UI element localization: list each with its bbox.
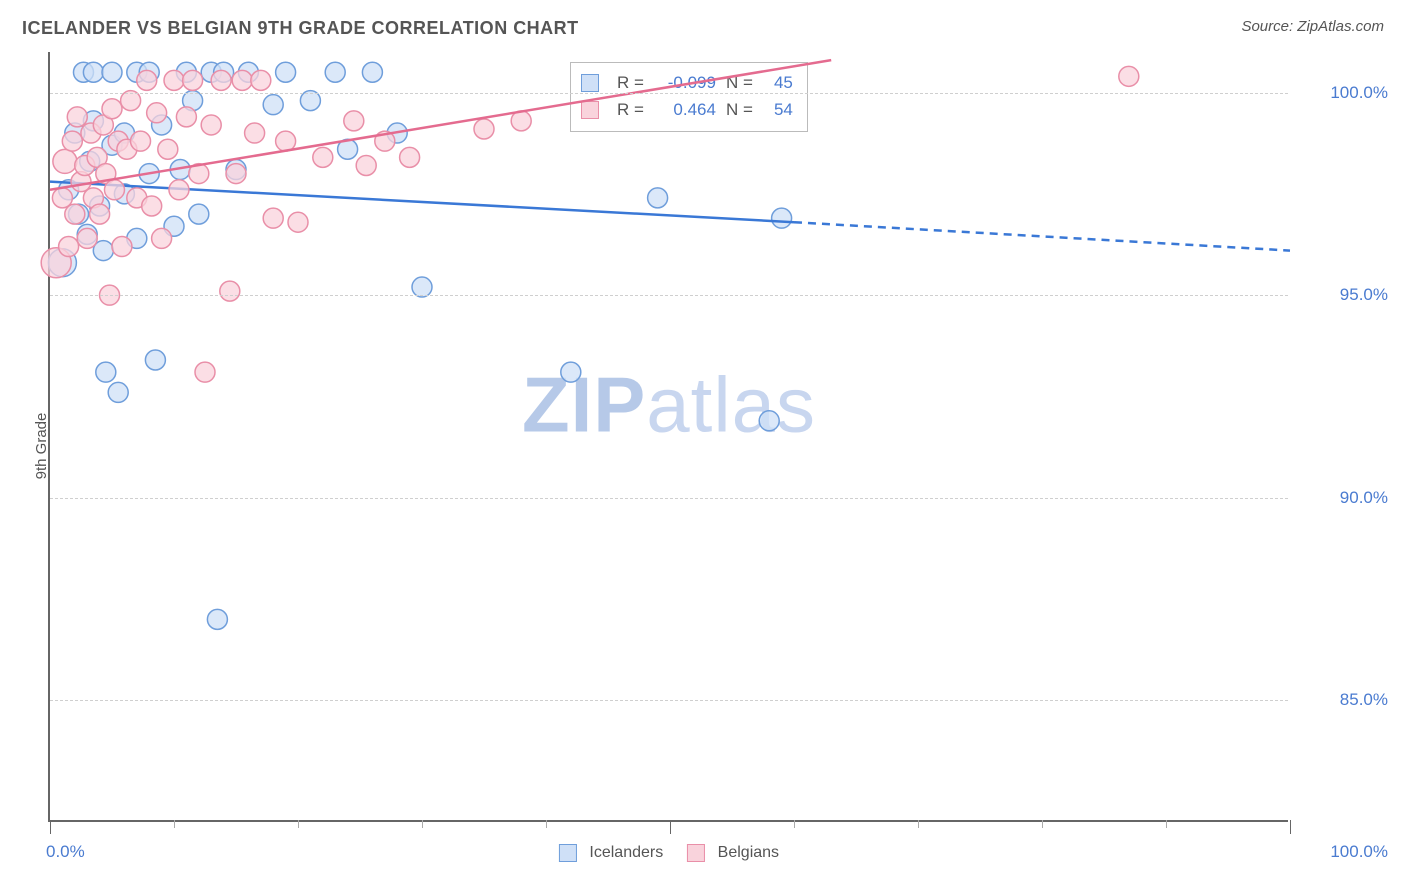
- data-point: [276, 62, 296, 82]
- x-tick-minor: [546, 820, 547, 828]
- x-tick-major: [1290, 820, 1291, 834]
- x-tick-minor: [1042, 820, 1043, 828]
- data-point: [102, 62, 122, 82]
- y-tick-label: 85.0%: [1298, 690, 1388, 710]
- data-point: [183, 70, 203, 90]
- data-point: [226, 164, 246, 184]
- data-point: [104, 180, 124, 200]
- x-tick-major: [50, 820, 51, 834]
- data-point: [77, 228, 97, 248]
- legend-item: Belgians: [687, 844, 779, 862]
- data-point: [62, 131, 82, 151]
- data-point: [59, 237, 79, 257]
- data-point: [176, 107, 196, 127]
- x-tick-minor: [298, 820, 299, 828]
- gridline-h: [50, 93, 1288, 94]
- data-point: [108, 382, 128, 402]
- data-point: [474, 119, 494, 139]
- x-axis-min-label: 0.0%: [46, 842, 85, 862]
- data-point: [65, 204, 85, 224]
- data-point: [400, 147, 420, 167]
- data-point: [67, 107, 87, 127]
- data-point: [344, 111, 364, 131]
- data-point: [147, 103, 167, 123]
- data-point: [561, 362, 581, 382]
- data-point: [300, 91, 320, 111]
- data-point: [164, 70, 184, 90]
- y-tick-label: 95.0%: [1298, 285, 1388, 305]
- data-point: [251, 70, 271, 90]
- x-tick-major: [670, 820, 671, 834]
- data-point: [313, 147, 333, 167]
- swatch-icon: [559, 844, 577, 862]
- y-tick-label: 90.0%: [1298, 488, 1388, 508]
- swatch-icon: [687, 844, 705, 862]
- gridline-h: [50, 295, 1288, 296]
- x-tick-minor: [918, 820, 919, 828]
- data-point: [207, 609, 227, 629]
- data-point: [152, 228, 172, 248]
- data-point: [112, 237, 132, 257]
- data-point: [142, 196, 162, 216]
- gridline-h: [50, 700, 1288, 701]
- data-point: [131, 131, 151, 151]
- data-point: [772, 208, 792, 228]
- data-point: [169, 180, 189, 200]
- data-point: [759, 411, 779, 431]
- gridline-h: [50, 498, 1288, 499]
- x-tick-minor: [794, 820, 795, 828]
- data-point: [211, 70, 231, 90]
- data-point: [288, 212, 308, 232]
- source-attribution: Source: ZipAtlas.com: [1241, 18, 1384, 35]
- data-point: [201, 115, 221, 135]
- plot-area: ZIPatlas R = -0.099 N = 45 R = 0.464 N =…: [48, 52, 1288, 822]
- chart-title: ICELANDER VS BELGIAN 9TH GRADE CORRELATI…: [22, 18, 579, 39]
- data-point: [145, 350, 165, 370]
- data-point: [158, 139, 178, 159]
- x-tick-minor: [422, 820, 423, 828]
- data-point: [90, 204, 110, 224]
- series-legend: Icelanders Belgians: [559, 844, 779, 862]
- data-point: [232, 70, 252, 90]
- chart-svg: [50, 52, 1288, 820]
- data-point: [102, 99, 122, 119]
- legend-item: Icelanders: [559, 844, 663, 862]
- data-point: [245, 123, 265, 143]
- trend-line-dashed: [794, 222, 1290, 250]
- data-point: [121, 91, 141, 111]
- data-point: [83, 62, 103, 82]
- data-point: [220, 281, 240, 301]
- data-point: [356, 155, 376, 175]
- data-point: [53, 149, 77, 173]
- data-point: [189, 204, 209, 224]
- x-axis-max-label: 100.0%: [1298, 842, 1388, 862]
- data-point: [96, 362, 116, 382]
- chart-container: ICELANDER VS BELGIAN 9TH GRADE CORRELATI…: [0, 0, 1406, 892]
- x-tick-minor: [1166, 820, 1167, 828]
- y-tick-label: 100.0%: [1298, 83, 1388, 103]
- data-point: [137, 70, 157, 90]
- data-point: [263, 95, 283, 115]
- x-tick-minor: [174, 820, 175, 828]
- data-point: [263, 208, 283, 228]
- data-point: [412, 277, 432, 297]
- data-point: [195, 362, 215, 382]
- data-point: [1119, 66, 1139, 86]
- data-point: [362, 62, 382, 82]
- data-point: [648, 188, 668, 208]
- data-point: [325, 62, 345, 82]
- data-point: [276, 131, 296, 151]
